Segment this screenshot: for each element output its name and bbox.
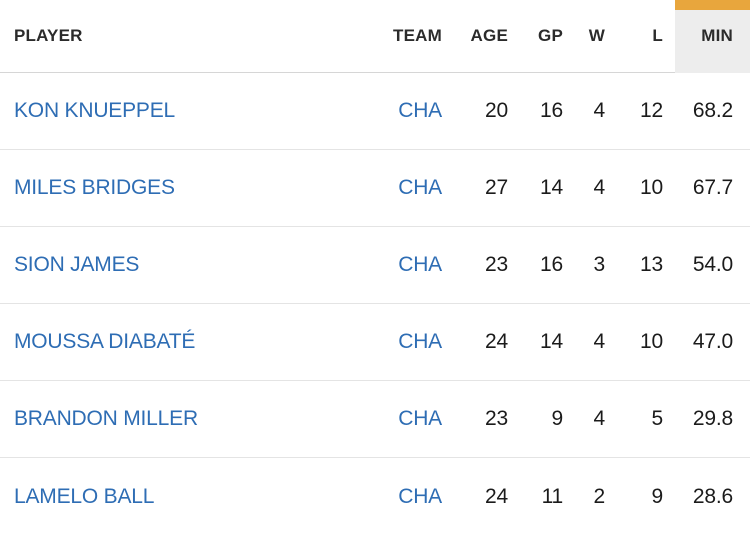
stat-min: 67.7 bbox=[692, 176, 733, 199]
player-link[interactable]: LAMELO BALL bbox=[14, 484, 155, 508]
stat-l: 12 bbox=[640, 99, 663, 122]
team-link[interactable]: CHA bbox=[398, 253, 442, 276]
column-header-l[interactable]: L bbox=[652, 26, 663, 45]
stat-gp: 16 bbox=[540, 253, 563, 276]
team-link[interactable]: CHA bbox=[398, 330, 442, 353]
column-header-min-sorted[interactable]: MIN bbox=[675, 0, 750, 73]
stat-gp: 14 bbox=[540, 176, 563, 199]
stat-l: 10 bbox=[640, 330, 663, 353]
table-row: SION JAMES CHA 23 16 3 13 54.0 bbox=[0, 227, 750, 304]
stat-age: 23 bbox=[485, 407, 508, 430]
stat-l: 5 bbox=[651, 407, 664, 430]
stat-l: 9 bbox=[651, 484, 664, 508]
table-row: KON KNUEPPEL CHA 20 16 4 12 68.2 bbox=[0, 73, 750, 150]
stat-age: 24 bbox=[485, 330, 508, 353]
stat-min: 47.0 bbox=[692, 330, 733, 353]
stat-gp: 16 bbox=[540, 99, 563, 122]
player-link[interactable]: MILES BRIDGES bbox=[14, 176, 175, 199]
table-header-row: PLAYER TEAM AGE GP W L MIN bbox=[0, 0, 750, 73]
stat-age: 27 bbox=[485, 176, 508, 199]
stat-l: 10 bbox=[640, 176, 663, 199]
player-link[interactable]: KON KNUEPPEL bbox=[14, 99, 175, 122]
stat-w: 4 bbox=[593, 99, 606, 122]
stat-gp: 14 bbox=[540, 330, 563, 353]
stat-gp: 9 bbox=[551, 407, 564, 430]
team-link[interactable]: CHA bbox=[398, 99, 442, 122]
stat-w: 3 bbox=[593, 253, 606, 276]
stat-min: 54.0 bbox=[692, 253, 733, 276]
sort-indicator-bar bbox=[675, 0, 750, 10]
column-header-age[interactable]: AGE bbox=[470, 26, 508, 45]
stat-age: 20 bbox=[485, 99, 508, 122]
stat-age: 24 bbox=[485, 484, 508, 508]
team-link[interactable]: CHA bbox=[398, 176, 442, 199]
table-row: MOUSSA DIABATÉ CHA 24 14 4 10 47.0 bbox=[0, 304, 750, 381]
stat-min: 28.6 bbox=[692, 484, 733, 508]
player-link[interactable]: BRANDON MILLER bbox=[14, 407, 198, 430]
team-link[interactable]: CHA bbox=[398, 484, 442, 508]
stat-min: 68.2 bbox=[692, 99, 733, 122]
column-header-gp[interactable]: GP bbox=[538, 26, 563, 45]
player-link[interactable]: SION JAMES bbox=[14, 253, 140, 276]
column-header-min-label: MIN bbox=[701, 26, 733, 45]
stat-w: 4 bbox=[593, 407, 606, 430]
stat-w: 4 bbox=[593, 330, 606, 353]
table-row: BRANDON MILLER CHA 23 9 4 5 29.8 bbox=[0, 381, 750, 458]
player-link[interactable]: MOUSSA DIABATÉ bbox=[14, 330, 196, 353]
stat-w: 4 bbox=[593, 176, 606, 199]
table-row: MILES BRIDGES CHA 27 14 4 10 67.7 bbox=[0, 150, 750, 227]
stat-w: 2 bbox=[593, 484, 606, 508]
team-link[interactable]: CHA bbox=[398, 407, 442, 430]
column-header-team[interactable]: TEAM bbox=[393, 26, 442, 45]
stat-min: 29.8 bbox=[692, 407, 733, 430]
stat-gp: 11 bbox=[541, 484, 564, 508]
stat-age: 23 bbox=[485, 253, 508, 276]
table-row: LAMELO BALL CHA 24 11 2 9 28.6 bbox=[0, 458, 750, 533]
column-header-player[interactable]: PLAYER bbox=[14, 26, 83, 45]
stat-l: 13 bbox=[640, 253, 663, 276]
column-header-w[interactable]: W bbox=[588, 26, 605, 45]
